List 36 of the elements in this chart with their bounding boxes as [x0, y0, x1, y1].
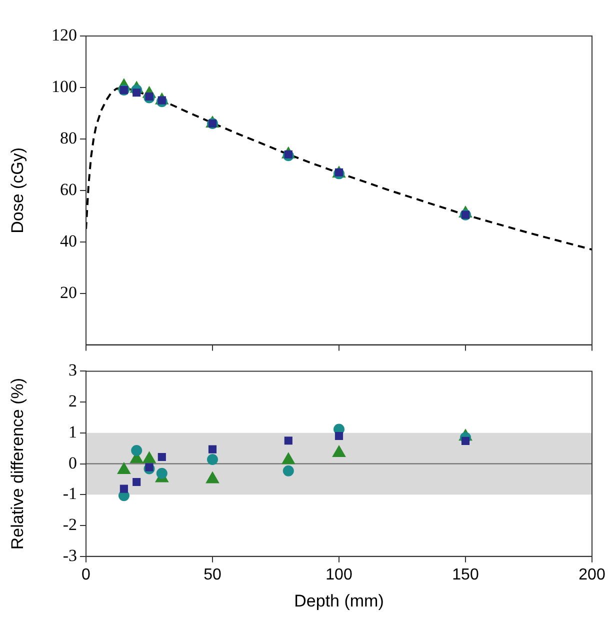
- x-tick-label: 150: [452, 566, 479, 584]
- y-tick-label: 80: [60, 128, 77, 148]
- y-tick-label: 60: [60, 180, 77, 199]
- y-tick-label: 100: [52, 76, 77, 96]
- y-tick-label: -3: [62, 546, 77, 565]
- x-tick-label: 0: [82, 566, 91, 584]
- y-axis-title: Dose (cGy): [8, 147, 27, 234]
- y-tick-label: 1: [68, 422, 77, 442]
- point: [284, 436, 292, 445]
- point: [461, 436, 470, 445]
- point: [282, 452, 295, 464]
- y-axis-title: Relative difference (%): [8, 378, 27, 550]
- point: [158, 452, 166, 462]
- y-tick-label: 120: [52, 25, 77, 44]
- point: [145, 92, 154, 101]
- x-tick-label: 200: [578, 566, 606, 584]
- x-tick-label: 50: [204, 566, 222, 584]
- point: [132, 88, 141, 97]
- point: [334, 432, 344, 440]
- x-axis-title: Depth (mm): [294, 591, 384, 610]
- point: [208, 445, 217, 454]
- y-tick-label: -1: [62, 484, 77, 504]
- y-tick-label: 40: [60, 231, 77, 250]
- point: [131, 445, 142, 456]
- y-tick-label: 3: [68, 360, 77, 380]
- x-tick-label: 100: [326, 566, 352, 584]
- point: [156, 468, 168, 479]
- point: [145, 463, 154, 472]
- point: [132, 478, 141, 486]
- y-tick-label: 0: [68, 453, 77, 472]
- y-tick-label: 2: [68, 392, 77, 411]
- y-tick-label: 20: [60, 282, 77, 302]
- point: [120, 484, 128, 493]
- point: [207, 454, 218, 465]
- y-tick-label: -2: [62, 515, 77, 534]
- point: [282, 465, 294, 476]
